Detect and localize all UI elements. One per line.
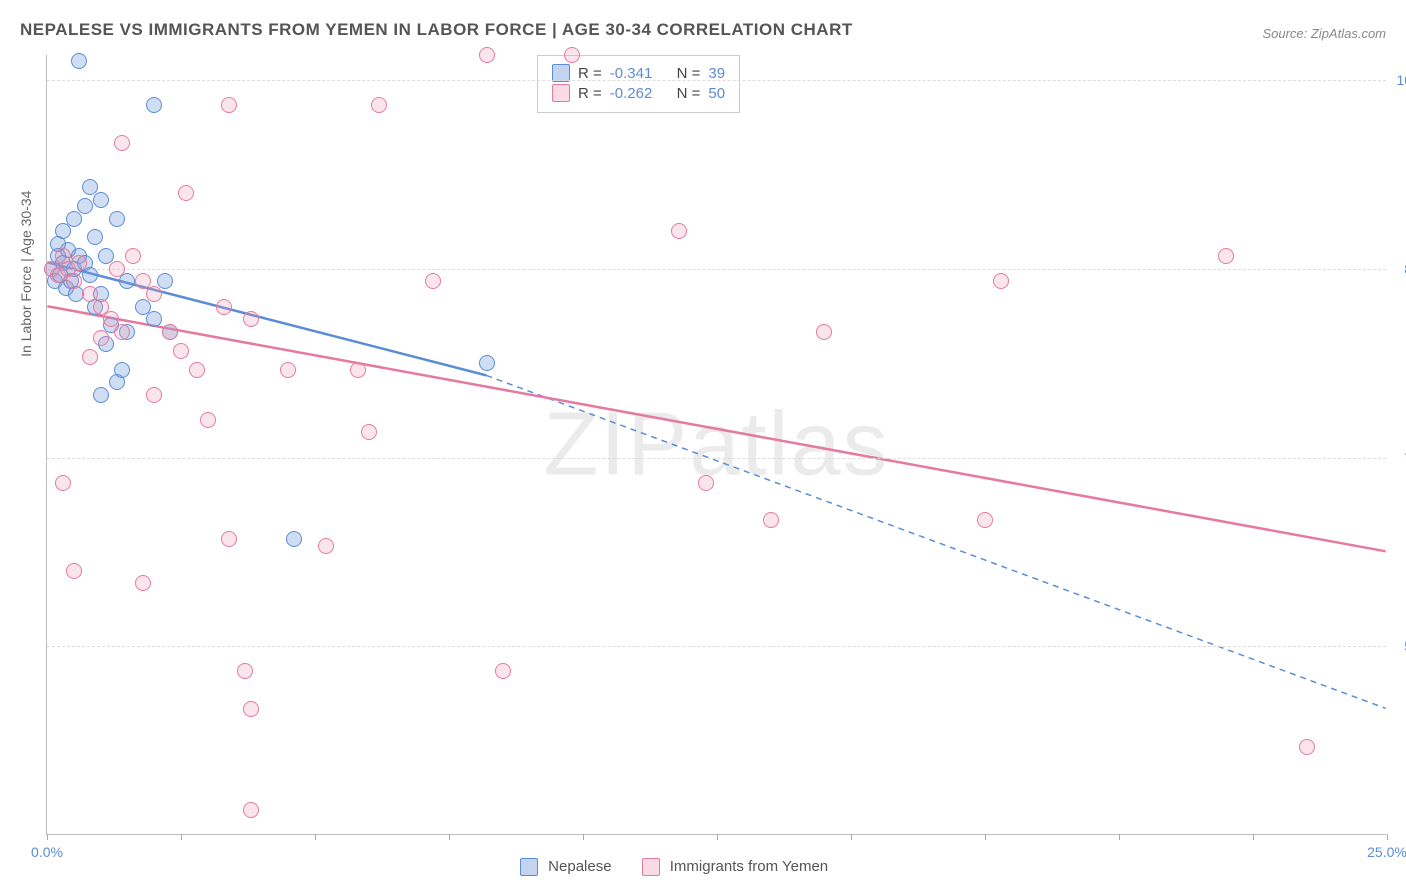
watermark: ZIPatlas bbox=[543, 393, 889, 496]
data-point bbox=[698, 475, 714, 491]
x-tick bbox=[851, 834, 852, 840]
y-axis-label: In Labor Force | Age 30-34 bbox=[18, 191, 34, 357]
data-point bbox=[114, 362, 130, 378]
legend-series: Nepalese Immigrants from Yemen bbox=[520, 858, 828, 876]
data-point bbox=[816, 324, 832, 340]
legend-label-a: Nepalese bbox=[548, 858, 611, 875]
correlation-chart: NEPALESE VS IMMIGRANTS FROM YEMEN IN LAB… bbox=[0, 0, 1406, 892]
data-point bbox=[82, 349, 98, 365]
n-label: N = bbox=[677, 85, 701, 102]
data-point bbox=[66, 211, 82, 227]
data-point bbox=[114, 324, 130, 340]
n-value-b: 50 bbox=[708, 85, 725, 102]
data-point bbox=[146, 286, 162, 302]
r-value-a: -0.341 bbox=[610, 65, 653, 82]
x-tick-label: 0.0% bbox=[31, 844, 63, 860]
data-point bbox=[221, 97, 237, 113]
data-point bbox=[495, 663, 511, 679]
data-point bbox=[146, 387, 162, 403]
data-point bbox=[977, 512, 993, 528]
data-point bbox=[243, 311, 259, 327]
x-tick bbox=[315, 834, 316, 840]
data-point bbox=[371, 97, 387, 113]
x-tick bbox=[449, 834, 450, 840]
data-point bbox=[114, 135, 130, 151]
data-point bbox=[763, 512, 779, 528]
legend-stats-row-b: R = -0.262 N = 50 bbox=[552, 84, 725, 102]
y-tick-label: 100.0% bbox=[1397, 72, 1406, 88]
plot-area: ZIPatlas R = -0.341 N = 39 R = -0.262 N … bbox=[46, 55, 1386, 835]
x-tick bbox=[181, 834, 182, 840]
data-point bbox=[71, 53, 87, 69]
gridline bbox=[47, 269, 1386, 270]
data-point bbox=[216, 299, 232, 315]
data-point bbox=[66, 273, 82, 289]
legend-item-b: Immigrants from Yemen bbox=[642, 858, 829, 876]
data-point bbox=[71, 255, 87, 271]
x-tick bbox=[717, 834, 718, 840]
data-point bbox=[189, 362, 205, 378]
data-point bbox=[162, 324, 178, 340]
data-point bbox=[77, 198, 93, 214]
data-point bbox=[178, 185, 194, 201]
data-point bbox=[243, 802, 259, 818]
data-point bbox=[173, 343, 189, 359]
data-point bbox=[66, 563, 82, 579]
data-point bbox=[564, 47, 580, 63]
data-point bbox=[200, 412, 216, 428]
data-point bbox=[243, 701, 259, 717]
data-point bbox=[146, 97, 162, 113]
legend-item-a: Nepalese bbox=[520, 858, 612, 876]
data-point bbox=[286, 531, 302, 547]
x-tick bbox=[1253, 834, 1254, 840]
x-tick bbox=[985, 834, 986, 840]
data-point bbox=[361, 424, 377, 440]
x-tick-label: 25.0% bbox=[1367, 844, 1406, 860]
legend-swatch-b-icon bbox=[642, 858, 660, 876]
data-point bbox=[671, 223, 687, 239]
r-label: R = bbox=[578, 65, 602, 82]
chart-title: NEPALESE VS IMMIGRANTS FROM YEMEN IN LAB… bbox=[20, 20, 853, 40]
legend-stats: R = -0.341 N = 39 R = -0.262 N = 50 bbox=[537, 55, 740, 113]
data-point bbox=[93, 192, 109, 208]
data-point bbox=[93, 387, 109, 403]
gridline bbox=[47, 646, 1386, 647]
n-label: N = bbox=[677, 65, 701, 82]
data-point bbox=[1299, 739, 1315, 755]
data-point bbox=[93, 330, 109, 346]
r-value-b: -0.262 bbox=[610, 85, 653, 102]
data-point bbox=[82, 267, 98, 283]
legend-swatch-a-icon bbox=[520, 858, 538, 876]
data-point bbox=[55, 475, 71, 491]
x-tick bbox=[1119, 834, 1120, 840]
r-label: R = bbox=[578, 85, 602, 102]
data-point bbox=[119, 273, 135, 289]
data-point bbox=[125, 248, 141, 264]
data-point bbox=[146, 311, 162, 327]
legend-swatch-b bbox=[552, 84, 570, 102]
x-tick bbox=[47, 834, 48, 840]
trend-lines bbox=[47, 55, 1386, 834]
n-value-a: 39 bbox=[708, 65, 725, 82]
data-point bbox=[280, 362, 296, 378]
gridline bbox=[47, 80, 1386, 81]
x-tick bbox=[1387, 834, 1388, 840]
data-point bbox=[135, 575, 151, 591]
data-point bbox=[993, 273, 1009, 289]
gridline bbox=[47, 458, 1386, 459]
data-point bbox=[87, 229, 103, 245]
data-point bbox=[318, 538, 334, 554]
data-point bbox=[109, 211, 125, 227]
data-point bbox=[479, 47, 495, 63]
data-point bbox=[479, 355, 495, 371]
legend-label-b: Immigrants from Yemen bbox=[670, 858, 828, 875]
data-point bbox=[350, 362, 366, 378]
data-point bbox=[1218, 248, 1234, 264]
data-point bbox=[425, 273, 441, 289]
source-attribution: Source: ZipAtlas.com bbox=[1262, 26, 1386, 41]
data-point bbox=[109, 261, 125, 277]
data-point bbox=[221, 531, 237, 547]
data-point bbox=[237, 663, 253, 679]
x-tick bbox=[583, 834, 584, 840]
